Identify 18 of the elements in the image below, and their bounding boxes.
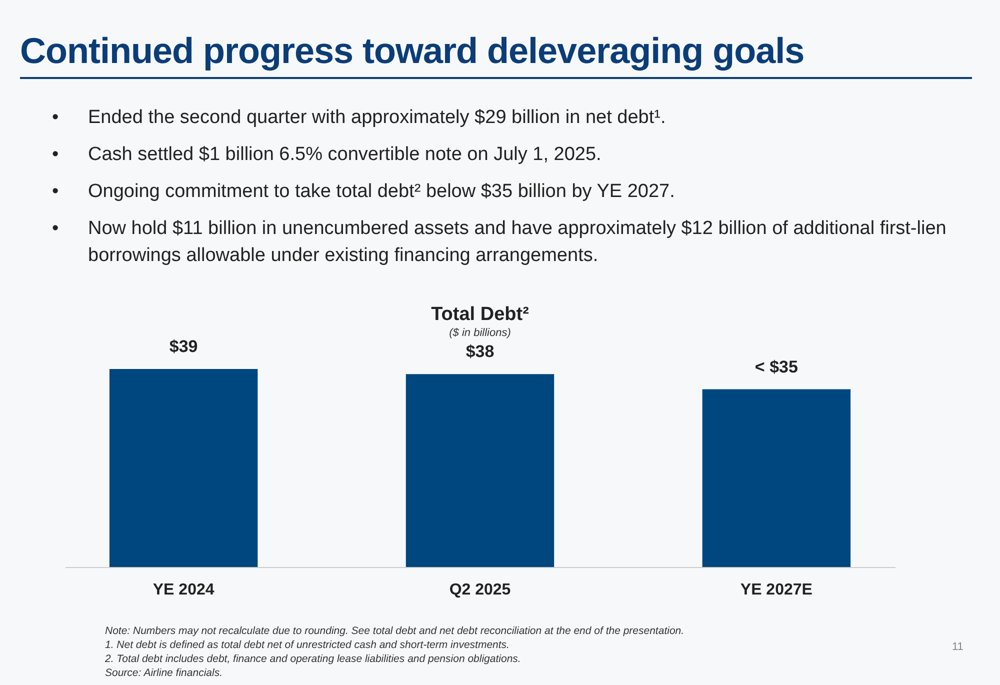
text: • Ended the second quarter with approximately $29 billion in net debt¹.	[52, 107, 666, 128]
data-label: $38	[466, 342, 494, 362]
text: • Cash settled $1 billion 6.5% convertible note on July 1, 2025.	[52, 144, 602, 165]
x-tick-label: YE 2024	[152, 582, 214, 598]
text: Note: Numbers may not recalculate due to rounding. See total debt and net debt reconciliation at the end of the presentation.	[105, 624, 684, 638]
data-label: $39	[169, 337, 198, 356]
chart-title: Continued progress toward deleveraging goals	[20, 30, 804, 72]
text: • Now hold $11 billion in unencumbered assets and have approximately $12 billion of additional first-lien borrowings allowable under existing financing arrangements.	[52, 218, 946, 266]
source-note: Source: Airline financials.	[105, 666, 224, 680]
data-label: < $35	[754, 357, 798, 376]
text: 11	[952, 641, 964, 653]
y-axis-title: ($ in billions)	[449, 327, 512, 339]
text: • Ongoing commitment to take total debt² below $35 billion by YE 2027.	[52, 181, 675, 202]
text: 2. Total debt includes debt, finance and operating lease liabilities and pension obligations.	[105, 652, 522, 666]
text: 1. Net debt is defined as total debt net of unrestricted cash and short-term investments.	[105, 638, 510, 652]
x-tick-label: YE 2027E	[740, 582, 813, 598]
x-tick-label: Q2 2025	[449, 582, 511, 598]
chart-subtitle: Total Debt²	[431, 304, 529, 325]
